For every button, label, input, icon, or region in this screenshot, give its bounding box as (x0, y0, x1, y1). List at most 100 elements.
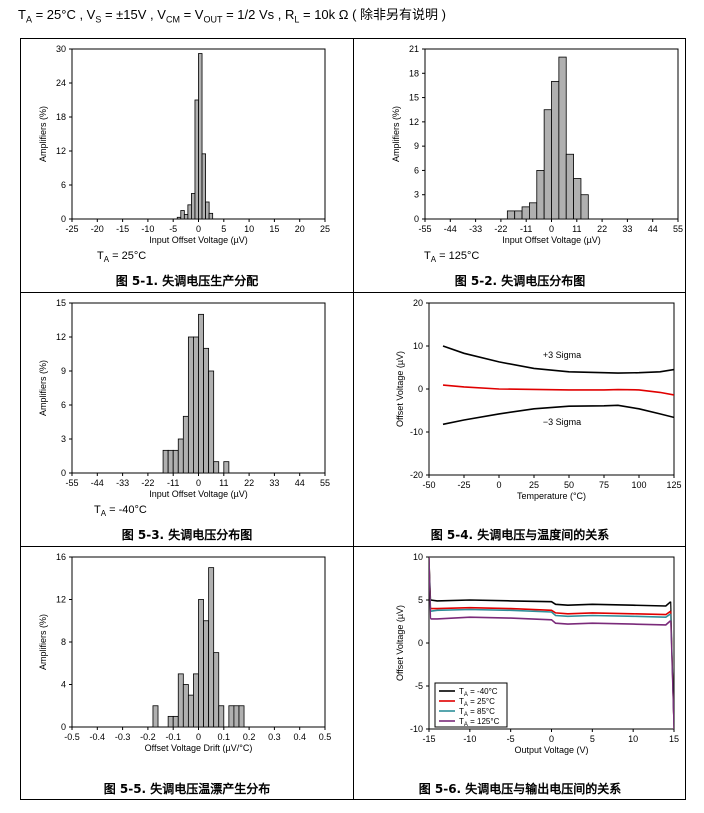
histogram-bar (172, 715, 179, 728)
y-tick-label: 0 (418, 384, 423, 394)
x-tick-label: -15 (116, 224, 129, 234)
x-tick-label: 125 (666, 480, 681, 490)
y-tick-label: 18 (409, 68, 419, 78)
x-tick-label: -11 (520, 224, 532, 234)
x-tick-label: -10 (141, 224, 154, 234)
legend-label: TA = 125°C (459, 717, 500, 728)
x-tick-label: 0.5 (319, 732, 332, 742)
legend-subscript: A (464, 702, 468, 708)
x-tick-label: 0.2 (243, 732, 256, 742)
x-tick-label: 22 (244, 478, 254, 488)
histogram-bar (187, 694, 194, 728)
histogram-bar (183, 214, 189, 220)
x-tick-label: -44 (91, 478, 104, 488)
x-tick-label: 11 (572, 224, 581, 234)
x-axis-title: Input Offset Voltage (µV) (149, 235, 248, 245)
histogram-bar (208, 212, 214, 220)
y-tick-label: 5 (418, 595, 423, 605)
x-tick-label: 20 (295, 224, 305, 234)
histogram-bar (162, 449, 169, 474)
x-tick-label: 0 (196, 224, 201, 234)
y-tick-label: 8 (61, 637, 66, 647)
x-tick-label: 10 (244, 224, 254, 234)
legend-label: TA = 85°C (459, 707, 495, 718)
figure-caption: 图 5-6. 失调电压与输出电压间的关系 (418, 782, 622, 796)
x-tick-label: -0.2 (140, 732, 156, 742)
figure-5-5: -0.5 -0.4 -0.3 -0.2 -0.1 0 0.1 0.2 0.3 0.4 0.5 0 4 8 1… (21, 547, 353, 800)
histogram-bar (558, 56, 567, 220)
histogram-bar (191, 193, 196, 220)
histogram-125c: -55 -44 -33 -22 -11 0 11 22 33 44 55 0 3 6 9 12 15 18 21 In… (391, 44, 683, 245)
y-tick-label: 15 (409, 93, 419, 103)
series-annotation: −3 Sigma (543, 417, 581, 427)
x-tick-label: 0.1 (218, 732, 231, 742)
legend-value: = -40°C (468, 687, 498, 696)
figure-caption: 图 5-4. 失调电压与温度间的关系 (430, 528, 610, 542)
series-line (442, 404, 674, 426)
series-line (430, 616, 672, 626)
series-line (430, 608, 672, 619)
x-tick-label: 100 (631, 480, 646, 490)
x-axis-title: Input Offset Voltage (µV) (502, 235, 601, 245)
x-tick-label: -0.4 (90, 732, 106, 742)
x-tick-label: 0 (496, 480, 501, 490)
histogram-bar (565, 153, 574, 220)
histogram-bar (223, 461, 230, 474)
histogram-bar (536, 170, 545, 220)
y-tick-label: 12 (56, 146, 66, 156)
legend-subscript: A (464, 692, 468, 698)
legend-value: = 25°C (468, 697, 495, 706)
y-axis-title: Amplifiers (%) (38, 106, 48, 162)
y-tick-label: -5 (415, 681, 423, 691)
figure-grid: -25 -20 -15 -10 -5 0 5 10 15 20 25 0 6 12 18 24 30 Input … (20, 38, 686, 800)
x-tick-label: -55 (418, 224, 431, 234)
x-tick-label: -25 (65, 224, 78, 234)
y-tick-label: 3 (61, 434, 66, 444)
x-tick-label: 15 (669, 734, 679, 744)
legend-value: = 85°C (468, 707, 495, 716)
histogram-bar (152, 705, 159, 728)
offset-vs-temperature: -50 -25 0 25 50 75 100 125 -20 -10 0 10 20 Temperatur… (395, 298, 682, 501)
y-tick-label: 12 (56, 595, 66, 605)
histogram-bar (193, 336, 199, 474)
histogram-bar (180, 210, 185, 220)
y-axis-title: Offset Voltage (µV) (395, 351, 405, 427)
y-axis-title: Amplifiers (%) (391, 106, 401, 162)
histogram-bar (187, 204, 192, 220)
x-tick-label: 5 (221, 224, 226, 234)
x-tick-label: 11 (219, 478, 228, 488)
histogram-bar (193, 673, 199, 728)
x-tick-label: -20 (91, 224, 104, 234)
legend-symbol: T (459, 697, 464, 706)
histogram-bar (201, 153, 206, 220)
grid-divider (21, 546, 685, 547)
histogram-bar (208, 370, 215, 474)
y-tick-label: 21 (409, 44, 419, 54)
histogram-bar (203, 347, 210, 474)
x-tick-label: -25 (457, 480, 470, 490)
x-tick-label: -50 (422, 480, 435, 490)
x-tick-label: -0.5 (64, 732, 80, 742)
x-tick-label: 0.3 (268, 732, 281, 742)
legend-symbol: T (459, 717, 464, 726)
x-tick-label: -33 (469, 224, 482, 234)
condition-label: TA = 25°C (97, 250, 147, 265)
histogram-minus40c: -55 -44 -33 -22 -11 0 11 22 33 44 55 0 3 6 9 12 15 Input … (38, 298, 330, 499)
histogram-bar (177, 673, 184, 728)
grid-divider (353, 39, 354, 799)
y-tick-label: 0 (418, 638, 423, 648)
x-tick-label: 10 (628, 734, 638, 744)
x-tick-label: 55 (673, 224, 683, 234)
series-line (430, 599, 672, 607)
y-tick-label: -20 (410, 470, 423, 480)
y-tick-label: 12 (56, 332, 66, 342)
series-annotation: +3 Sigma (543, 350, 581, 360)
y-tick-label: 9 (61, 366, 66, 376)
histogram-bar (551, 80, 560, 220)
x-tick-label: -5 (507, 734, 515, 744)
x-tick-label: 75 (599, 480, 609, 490)
histogram-drift: -0.5 -0.4 -0.3 -0.2 -0.1 0 0.1 0.2 0.3 0.4 0.5 0 4 8 1… (38, 552, 332, 753)
x-tick-label: 15 (269, 224, 279, 234)
x-tick-label: 25 (529, 480, 539, 490)
y-axis-title: Offset Voltage (µV) (395, 605, 405, 681)
